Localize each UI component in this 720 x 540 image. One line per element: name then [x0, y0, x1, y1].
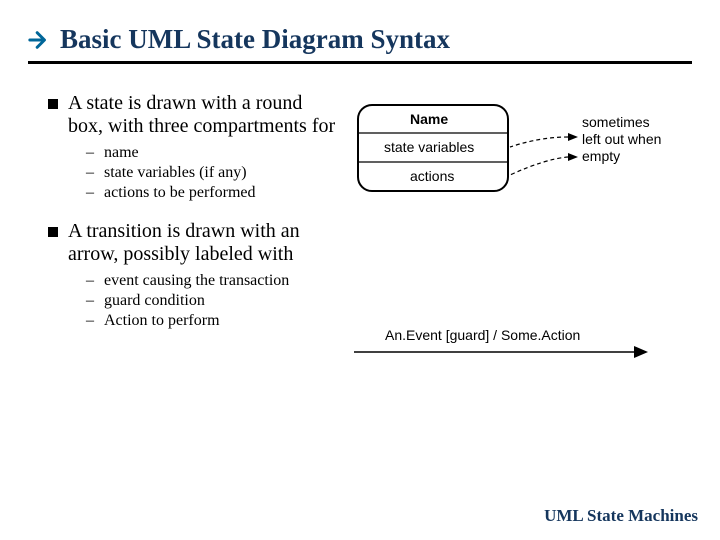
text-column: A state is drawn with a round box, with … — [28, 92, 338, 348]
sub-bullet-text: Action to perform — [104, 312, 220, 330]
sub-bullet-text: guard condition — [104, 292, 205, 310]
sub-bullet-list: –event causing the transaction –guard co… — [48, 272, 338, 330]
bullet-level2: –name — [86, 144, 338, 162]
arrow-right-icon — [28, 29, 50, 51]
dash-icon: – — [86, 164, 94, 182]
dash-icon: – — [86, 184, 94, 202]
dash-icon: – — [86, 272, 94, 290]
dash-icon: – — [86, 312, 94, 330]
sub-bullet-text: actions to be performed — [104, 184, 256, 202]
sub-bullet-text: state variables (if any) — [104, 164, 247, 182]
sub-bullet-text: event causing the transaction — [104, 272, 289, 290]
callout-text: empty — [582, 148, 620, 164]
transition-label: An.Event [guard] / Some.Action — [385, 327, 580, 343]
bullet-text: A transition is drawn with an arrow, pos… — [68, 220, 338, 266]
bullet-level2: –event causing the transaction — [86, 272, 338, 290]
callout-text: left out when — [582, 131, 661, 147]
bullet-level2: –actions to be performed — [86, 184, 338, 202]
square-bullet-icon — [48, 99, 58, 109]
sub-bullet-text: name — [104, 144, 139, 162]
bullet-text: A state is drawn with a round box, with … — [68, 92, 338, 138]
state-name-label: Name — [410, 111, 448, 127]
sub-bullet-list: –name –state variables (if any) –actions… — [48, 144, 338, 202]
callout-text: sometimes — [582, 114, 650, 130]
state-box-diagram: Name state variables actions sometimes l… — [350, 97, 680, 227]
bullet-level1: A state is drawn with a round box, with … — [48, 92, 338, 138]
state-actions-label: actions — [410, 168, 454, 184]
square-bullet-icon — [48, 227, 58, 237]
slide-footer: UML State Machines — [544, 506, 698, 526]
bullet-level2: –guard condition — [86, 292, 338, 310]
slide-content: A state is drawn with a round box, with … — [28, 92, 692, 348]
transition-arrow-diagram: An.Event [guard] / Some.Action — [350, 322, 680, 372]
bullet-level2: –state variables (if any) — [86, 164, 338, 182]
state-vars-label: state variables — [384, 139, 474, 155]
slide-title: Basic UML State Diagram Syntax — [60, 24, 450, 55]
bullet-level1: A transition is drawn with an arrow, pos… — [48, 220, 338, 266]
bullet-level2: –Action to perform — [86, 312, 338, 330]
dash-icon: – — [86, 292, 94, 310]
slide-header: Basic UML State Diagram Syntax — [28, 24, 692, 64]
diagram-column: Name state variables actions sometimes l… — [350, 92, 692, 348]
dash-icon: – — [86, 144, 94, 162]
